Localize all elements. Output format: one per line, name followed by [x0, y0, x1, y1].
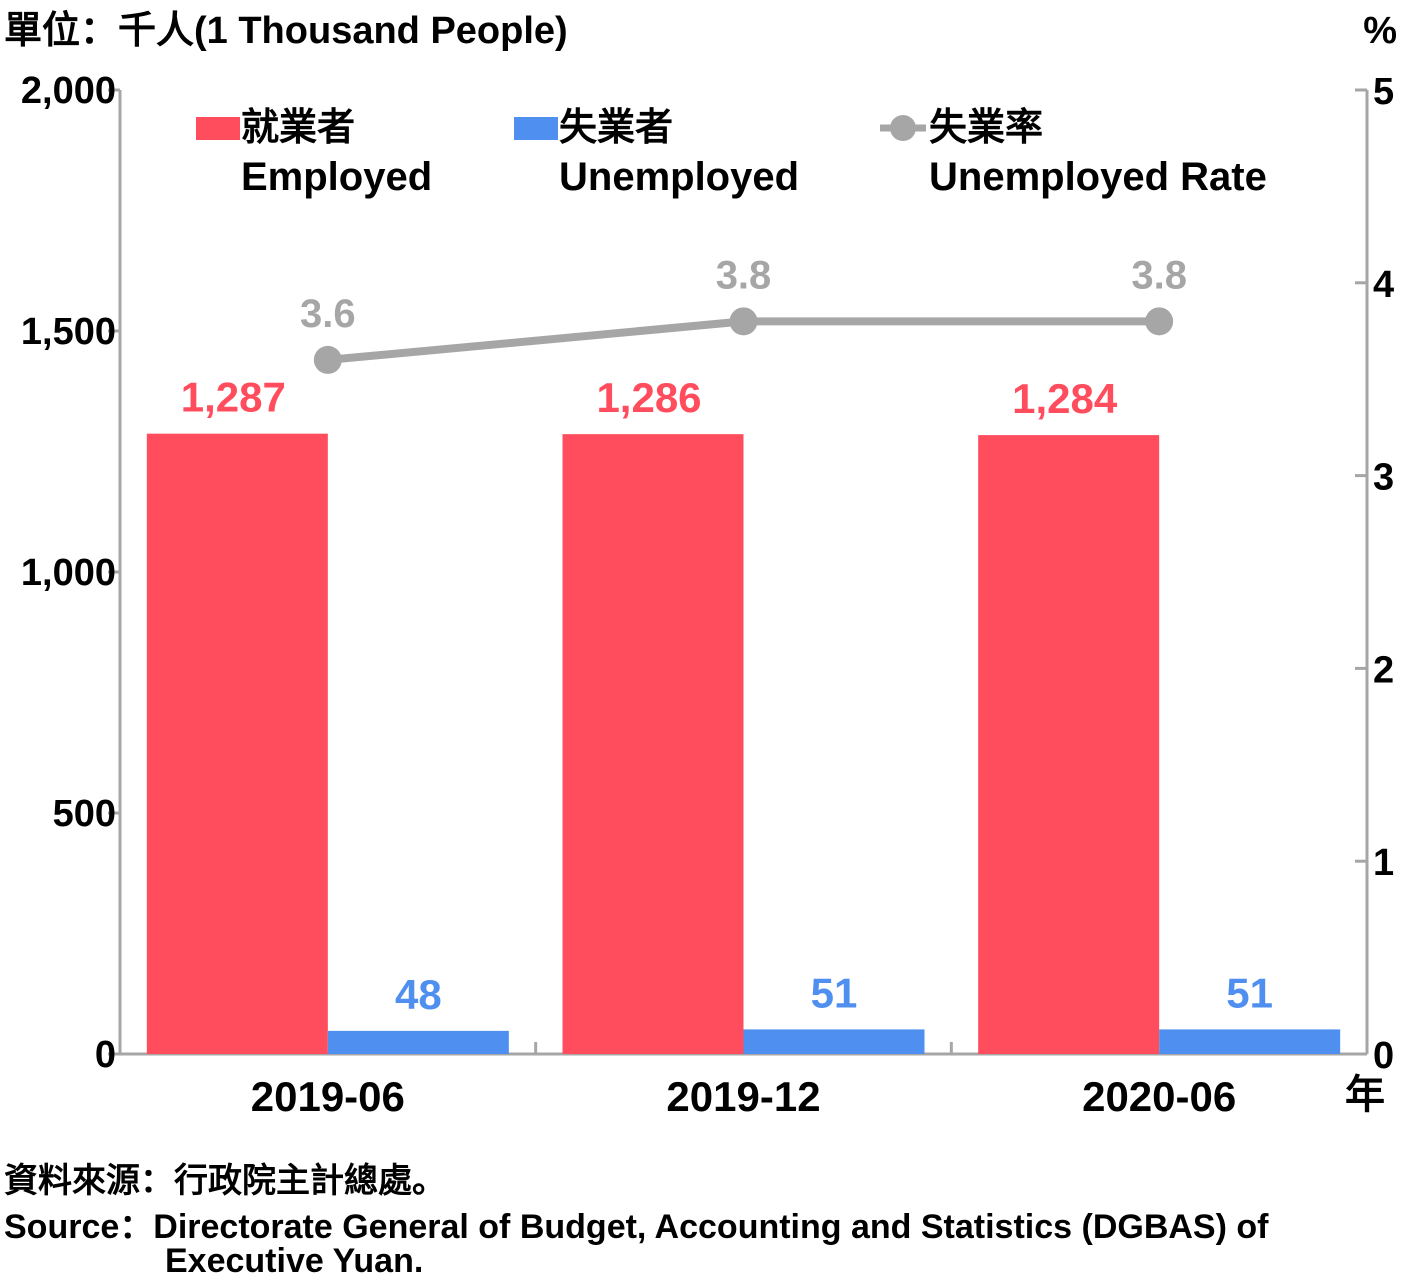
rate-point: [1145, 307, 1174, 336]
legend-label-en: Unemployed: [559, 155, 799, 199]
rate-data-label: 3.8: [716, 253, 772, 297]
legend-label-zh: 失業率: [929, 107, 1043, 149]
employed-data-label: 1,284: [1012, 375, 1118, 422]
y-right-tick-label: 3: [1373, 457, 1394, 499]
right-unit-label: %: [1363, 10, 1397, 52]
y-right-tick-label: 0: [1373, 1035, 1394, 1077]
rate-point: [729, 307, 758, 336]
data-labels: 1,287 48 1,286 51 1,284 51 3.6 3.8 3.8: [181, 253, 1273, 1018]
legend-swatch: [196, 117, 240, 140]
legend-label-en: Employed: [241, 155, 432, 199]
y-right-tick-label: 2: [1373, 649, 1394, 691]
rate-data-label: 3.8: [1131, 253, 1187, 297]
x-tick-label: 2020-06: [1082, 1073, 1236, 1120]
y-right-tick-label: 1: [1373, 842, 1394, 884]
employed-bar: [562, 434, 744, 1054]
y-right-tick-label: 5: [1373, 71, 1394, 113]
source-en-line1: Source：Directorate General of Budget, Ac…: [4, 1199, 1268, 1248]
y-right-tick-label: 4: [1373, 264, 1394, 306]
legend-label-zh: 就業者: [241, 107, 355, 149]
unemployed-data-label: 51: [1226, 969, 1273, 1016]
y-left-tick-label: 500: [53, 793, 116, 835]
source-en-line2: Executive Yuan.: [165, 1242, 424, 1280]
x-tick-label: 2019-06: [251, 1073, 405, 1120]
y-left-tick-label: 2,000: [21, 70, 116, 112]
y-left-tick-label: 0: [95, 1034, 116, 1076]
legend: 就業者 Employed 失業者 Unemployed 失業率 Unemployed Ra…: [196, 107, 1267, 199]
y-left-tick-label: 1,500: [21, 311, 116, 353]
unit-label: 單位：千人(1 Thousand People): [4, 10, 568, 52]
unemployed-data-label: 48: [395, 971, 442, 1018]
unemployed-bar: [743, 1029, 925, 1054]
rate-line-group: [313, 307, 1174, 374]
unemployed-bar: [1159, 1029, 1341, 1054]
bars: [146, 433, 1341, 1054]
legend-swatch: [514, 117, 558, 140]
employed-data-label: 1,287: [181, 374, 286, 421]
legend-label-zh: 失業者: [559, 107, 673, 149]
unemployed-data-label: 51: [811, 969, 858, 1016]
x-unit-label: 年: [1345, 1073, 1385, 1117]
axes: 0 500 1,000 1,500 2,000 0 1 2 3 4 5 2019-06 2019-12 2…: [21, 70, 1394, 1120]
y-left-tick-label: 1,000: [21, 552, 116, 594]
rate-point: [313, 345, 342, 374]
x-tick-label: 2019-12: [666, 1073, 820, 1120]
chart-svg: 單位：千人(1 Thousand People) % 0 500 1,000 1,50…: [4, 10, 1397, 1120]
unemployed-bar: [327, 1030, 509, 1054]
employed-bar: [146, 433, 328, 1054]
source-en-text: Directorate General of Budget, Accountin…: [153, 1208, 1269, 1246]
source-zh: 資料來源：行政院主計總處。: [4, 1162, 446, 1200]
legend-label-en: Unemployed Rate: [929, 155, 1267, 199]
source-en-prefix: Source：: [4, 1208, 154, 1246]
legend-marker: [890, 115, 916, 141]
employed-bar: [978, 435, 1160, 1054]
employed-data-label: 1,286: [596, 374, 701, 421]
rate-data-label: 3.6: [300, 292, 356, 336]
